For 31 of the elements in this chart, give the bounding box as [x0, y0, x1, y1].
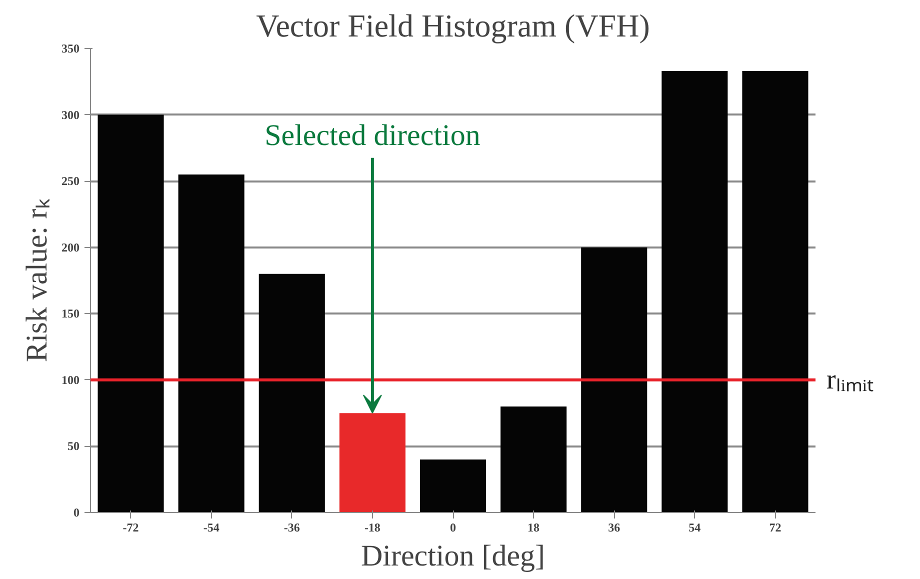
bar [339, 413, 406, 512]
x-tick-label: -36 [284, 520, 300, 534]
annotation: Selected direction [264, 118, 480, 152]
x-tick-label: 0 [450, 520, 456, 534]
x-tick-label: -54 [203, 520, 220, 534]
bar [420, 459, 486, 512]
y-tick-label: 300 [62, 108, 80, 122]
x-tick-label: 54 [688, 520, 701, 534]
bar [581, 247, 648, 512]
chart-title: Vector Field Histogram (VFH) [256, 8, 650, 44]
y-tick-label: 250 [62, 174, 80, 188]
bar [98, 114, 164, 512]
y-axis-title: Risk value: rₖ [20, 198, 54, 362]
bar [500, 406, 567, 512]
x-axis-title: Direction [deg] [360, 540, 546, 572]
bar [258, 274, 325, 512]
y-tick-label: 100 [62, 372, 80, 387]
bar [178, 174, 244, 512]
ref-line-label: rₗᵢₘᵢₜ [826, 364, 874, 396]
y-tick-label: 0 [74, 506, 80, 520]
x-tick-label: 72 [769, 520, 782, 534]
x-tick-label: 36 [608, 520, 620, 534]
y-tick-label: 50 [68, 439, 80, 454]
bar [742, 71, 808, 512]
y-tick-label: 200 [62, 240, 80, 254]
bar [662, 71, 728, 512]
y-tick-label: 350 [62, 42, 80, 56]
x-tick-label: -18 [364, 520, 380, 534]
x-tick-label: -72 [122, 520, 139, 534]
x-tick-label: 18 [528, 520, 540, 534]
y-tick-label: 150 [62, 306, 80, 321]
